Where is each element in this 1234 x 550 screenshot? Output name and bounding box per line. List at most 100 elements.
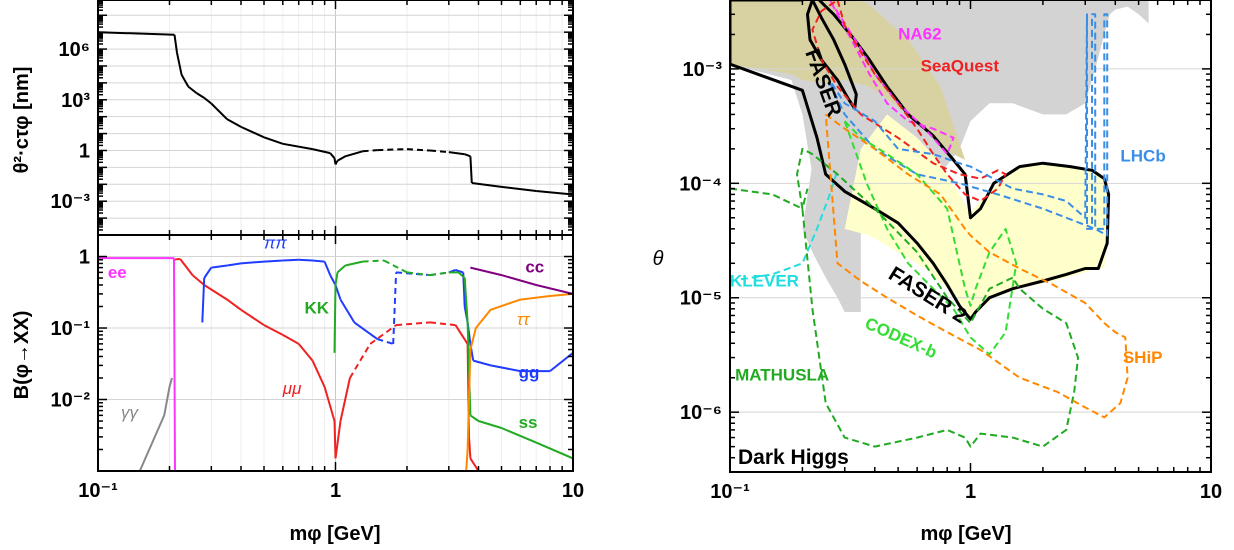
x-tick-label: 10 (562, 480, 584, 502)
y-tick-label: 10⁻² (51, 390, 91, 412)
series-line-ππ (455, 268, 464, 274)
series-line-ππ (312, 259, 325, 263)
series-line-μμ (191, 274, 205, 286)
series-line-ππ (392, 272, 398, 344)
series-line-SeaQuest (811, 0, 1007, 202)
series-line-ππ (263, 259, 283, 263)
series-line-ππ (227, 262, 242, 267)
series-line-curve (312, 148, 331, 155)
series-line-curve (469, 156, 473, 184)
series-label-ss: ss (519, 413, 538, 432)
y-tick-label: 10⁻⁶ (680, 402, 722, 424)
right-title: Dark Higgs (738, 446, 849, 469)
panel-lifetime: 10⁻³ 1 10³ 10⁶ (51, 0, 574, 236)
series-line-ππ (329, 274, 337, 286)
series-line-KK (333, 284, 337, 353)
series-line-μμ (203, 284, 228, 301)
series-line-KK (501, 427, 537, 444)
left-xlabel: mφ [GeV] (290, 523, 381, 545)
x-tick-label: 10⁻¹ (78, 480, 118, 502)
series-line-μμ (179, 258, 194, 276)
series-line-μμ (311, 360, 326, 388)
series-line-ππ (201, 277, 206, 323)
series-line-cc (470, 266, 573, 295)
y-tick-label: 10⁶ (59, 39, 90, 61)
series-line-ππ (339, 299, 356, 323)
series-line-curve (337, 155, 346, 162)
series-line-curve (180, 74, 190, 88)
grid (730, 68, 1211, 413)
series-line-KK (383, 259, 408, 274)
excluded-region-1 (802, 163, 861, 312)
series-line-ππ (203, 267, 213, 279)
series-line-ππ (240, 260, 265, 265)
series-line-ππ (472, 359, 491, 367)
right-ylabel: θ (653, 248, 664, 270)
x-tick-label: 10⁻¹ (710, 481, 750, 503)
series-line-ππ (323, 261, 332, 276)
series-line-curve (240, 125, 265, 139)
series-line-ππ (377, 338, 394, 345)
series-line-curve (187, 85, 198, 94)
series-line-KK (478, 420, 502, 429)
series-line-curve (362, 149, 378, 153)
excluded-region-3 (844, 114, 1109, 320)
y-tick-label: 1 (79, 247, 90, 269)
series-line-curve (377, 148, 408, 152)
series-label-ee: ee (108, 263, 127, 282)
series-line-ππ (549, 352, 573, 372)
series-label-KK: KK (304, 298, 329, 317)
series-line-ππ (490, 364, 521, 373)
series-line-curve (501, 185, 537, 192)
series-line-μμ (469, 457, 480, 471)
plot-frame (97, 234, 574, 472)
series-line-curve (329, 152, 336, 159)
series-line-ee (98, 257, 176, 471)
series-line-ππ (396, 271, 431, 277)
series-line-ππ (298, 258, 313, 262)
x-tick-label: 1 (965, 481, 976, 503)
series-line-KK (406, 271, 431, 277)
series-line-KK (535, 441, 573, 460)
y-tick-label: 10³ (61, 90, 90, 112)
series-line-curve (263, 136, 284, 145)
series-line-μμ (297, 343, 314, 362)
series-line-μμ (263, 324, 284, 336)
series-label-ππ: ππ (264, 233, 287, 252)
series-line-curve (196, 92, 205, 99)
series-line-ππ (282, 258, 299, 262)
series-line-KK (463, 277, 469, 323)
series-line-μμ (468, 436, 472, 459)
series-line-μμ (349, 343, 372, 379)
y-tick-label: 10⁻⁵ (680, 288, 722, 310)
series-line-μμ (396, 321, 431, 327)
series-label-LHCb: LHCb (1120, 147, 1165, 166)
series-line-μμ (226, 298, 242, 311)
series-line-KK (469, 414, 480, 422)
y-tick-label: 1 (79, 140, 90, 162)
series-line-FASER-2 (730, 0, 1111, 321)
x-tick-label: 10 (1200, 481, 1222, 503)
series-line-ππ (353, 321, 378, 340)
plot-frame (729, 0, 1212, 473)
series-line-curve (173, 34, 178, 53)
series-line-curve (345, 150, 363, 158)
series-line-μμ (369, 324, 397, 345)
y-tick-label: 10⁻¹ (51, 318, 91, 340)
series-line-curve (210, 102, 228, 121)
series-line-curve (226, 118, 242, 128)
series-line-SHiP (824, 113, 1129, 419)
series-line-KLEVER (730, 169, 839, 282)
series-label-MATHUSLA: MATHUSLA (735, 365, 829, 384)
series-line-curve (176, 52, 183, 76)
series-line-ττ (465, 292, 573, 471)
grid (98, 0, 573, 235)
series-line-μμ (334, 420, 342, 459)
series-line-KK (334, 272, 339, 286)
series-line-curve (536, 190, 573, 196)
series-line-KK (429, 271, 449, 277)
series-label-cc: cc (525, 257, 544, 276)
left-top-ylabel: θ²·cτφ [nm] (11, 67, 33, 174)
